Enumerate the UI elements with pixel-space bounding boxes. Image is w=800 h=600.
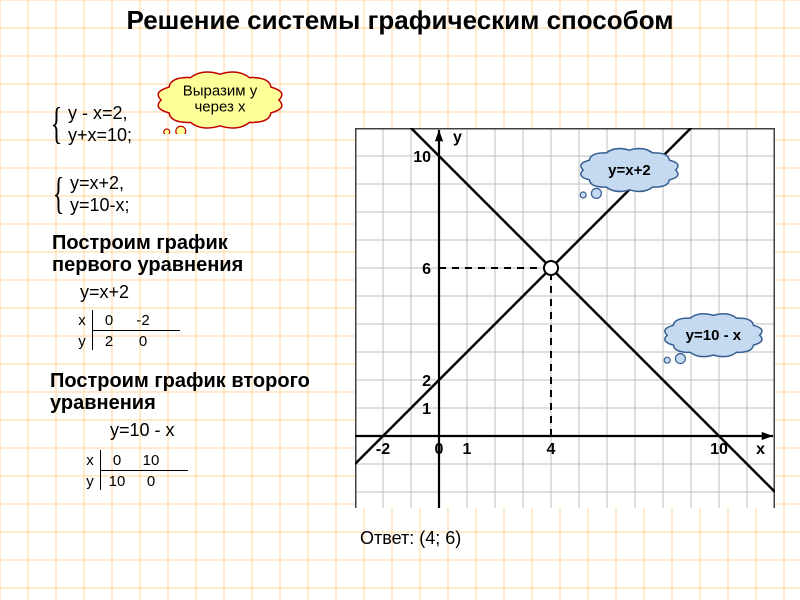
eq2: y=10 - x xyxy=(110,420,175,441)
sys1-line2: y+x=10; xyxy=(68,125,132,146)
svg-text:x: x xyxy=(756,441,765,458)
svg-text:10: 10 xyxy=(710,441,728,458)
svg-text:-2: -2 xyxy=(376,441,390,458)
svg-text:y: y xyxy=(453,129,462,146)
brace-2: { xyxy=(53,168,65,219)
svg-text:2: 2 xyxy=(422,373,431,390)
sys2-line1: y=x+2, xyxy=(70,173,124,194)
svg-text:y=x+2: y=x+2 xyxy=(608,162,651,179)
table2: x010 y100 xyxy=(80,450,188,491)
brace-1: { xyxy=(51,98,63,149)
coordinate-chart: -2 0 1 4 10 1 2 6 10 x y y=x+2 y=10 - x xyxy=(355,128,775,508)
svg-text:1: 1 xyxy=(463,441,472,458)
section2-title: Построим график второго уравнения xyxy=(50,370,310,414)
svg-text:y=10 - x: y=10 - x xyxy=(686,327,742,344)
sys1-line1: y - x=2, xyxy=(68,103,128,124)
svg-text:4: 4 xyxy=(547,441,556,458)
svg-text:6: 6 xyxy=(422,261,431,278)
table1: x0-2 y20 xyxy=(72,310,180,351)
page-title: Решение системы графическим способом xyxy=(0,6,800,35)
svg-text:10: 10 xyxy=(413,149,431,166)
eq1: y=x+2 xyxy=(80,282,129,303)
section1-title: Построим график первого уравнения xyxy=(52,232,312,276)
svg-text:1: 1 xyxy=(422,401,431,418)
sys2-line2: y=10-x; xyxy=(70,195,130,216)
svg-text:0: 0 xyxy=(435,441,444,458)
cloud-hint: Выразим yчерез x xyxy=(150,66,290,136)
answer-text: Ответ: (4; 6) xyxy=(360,528,461,549)
cloud-hint-label: Выразим yчерез x xyxy=(183,83,258,115)
